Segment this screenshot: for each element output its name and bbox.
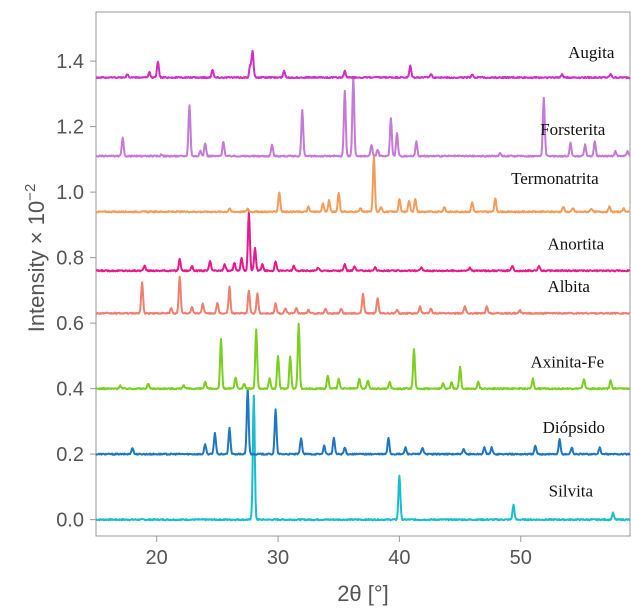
x-axis-title: 2θ [°]: [337, 581, 389, 606]
y-axis: 0.0 0.2 0.4 0.6 0.8 1.0 1.2 1.4: [56, 51, 96, 532]
series-label-augita: Augita: [568, 43, 615, 62]
series-label-termonatrita: Termonatrita: [511, 169, 599, 188]
x-tick-label-20: 20: [146, 547, 168, 569]
series-labels: Silvita Diópsido Axinita-Fe Albita Anortita T…: [511, 43, 615, 501]
series-line-albita: [95, 275, 631, 315]
x-tick-label-50: 50: [510, 547, 532, 569]
series-line-forsterita: [95, 76, 631, 158]
traces: [95, 49, 631, 522]
series-line-augita: [95, 49, 631, 80]
series-line-silvita: [95, 394, 631, 522]
x-tick-label-40: 40: [388, 547, 410, 569]
y-tick-label-7: 1.4: [56, 51, 84, 73]
y-tick-label-6: 1.2: [56, 117, 84, 139]
x-axis: 20 30 40 50: [146, 536, 532, 569]
series-label-diopsido: Diópsido: [543, 418, 605, 437]
series-label-axinita-fe: Axinita-Fe: [530, 352, 604, 371]
y-tick-label-5: 1.0: [56, 182, 84, 204]
y-tick-label-4: 0.8: [56, 248, 84, 270]
y-axis-title-exponent: −2: [22, 184, 39, 201]
series-line-anortita: [95, 210, 631, 273]
series-label-albita: Albita: [547, 277, 590, 296]
y-axis-title-main: Intensity × 10: [24, 201, 49, 332]
x-tick-label-30: 30: [267, 547, 289, 569]
series-label-silvita: Silvita: [549, 482, 594, 501]
series-line-axinita-fe: [95, 322, 631, 391]
series-label-forsterita: Forsterita: [540, 120, 606, 139]
series-line-termonatrita: [95, 155, 631, 214]
series-line-diopsido: [95, 387, 631, 456]
plot-frame: [95, 11, 631, 537]
y-tick-label-2: 0.4: [56, 379, 84, 401]
y-tick-label-0: 0.0: [56, 510, 84, 532]
y-tick-label-3: 0.6: [56, 313, 84, 335]
series-label-anortita: Anortita: [547, 234, 604, 253]
y-tick-label-1: 0.2: [56, 444, 84, 466]
y-axis-title: Intensity × 10−2: [22, 184, 49, 333]
